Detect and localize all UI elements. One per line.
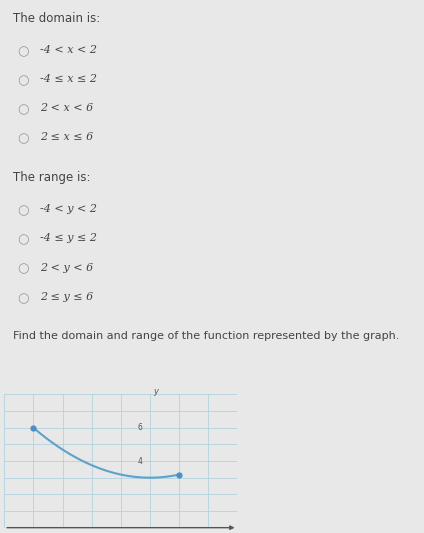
- Text: ○: ○: [17, 292, 29, 305]
- Text: -4 < y < 2: -4 < y < 2: [40, 204, 97, 214]
- Text: 4: 4: [138, 457, 143, 465]
- Text: Find the domain and range of the function represented by the graph.: Find the domain and range of the functio…: [13, 330, 399, 341]
- Text: ○: ○: [17, 204, 29, 217]
- Text: ○: ○: [17, 132, 29, 146]
- Text: ○: ○: [17, 45, 29, 58]
- Text: ○: ○: [17, 233, 29, 246]
- Text: -4 ≤ y ≤ 2: -4 ≤ y ≤ 2: [40, 233, 97, 244]
- Text: The range is:: The range is:: [13, 171, 90, 184]
- Text: ○: ○: [17, 103, 29, 116]
- Text: -4 < x < 2: -4 < x < 2: [40, 45, 97, 55]
- Text: ○: ○: [17, 74, 29, 87]
- Text: The domain is:: The domain is:: [13, 12, 100, 25]
- Text: -4 ≤ x ≤ 2: -4 ≤ x ≤ 2: [40, 74, 97, 84]
- Text: 2 < y < 6: 2 < y < 6: [40, 263, 94, 273]
- Text: 2 < x < 6: 2 < x < 6: [40, 103, 94, 113]
- Text: y: y: [153, 387, 159, 397]
- Text: ○: ○: [17, 263, 29, 276]
- Text: 2 ≤ y ≤ 6: 2 ≤ y ≤ 6: [40, 292, 94, 302]
- Text: 2 ≤ x ≤ 6: 2 ≤ x ≤ 6: [40, 132, 94, 142]
- Text: 6: 6: [138, 423, 143, 432]
